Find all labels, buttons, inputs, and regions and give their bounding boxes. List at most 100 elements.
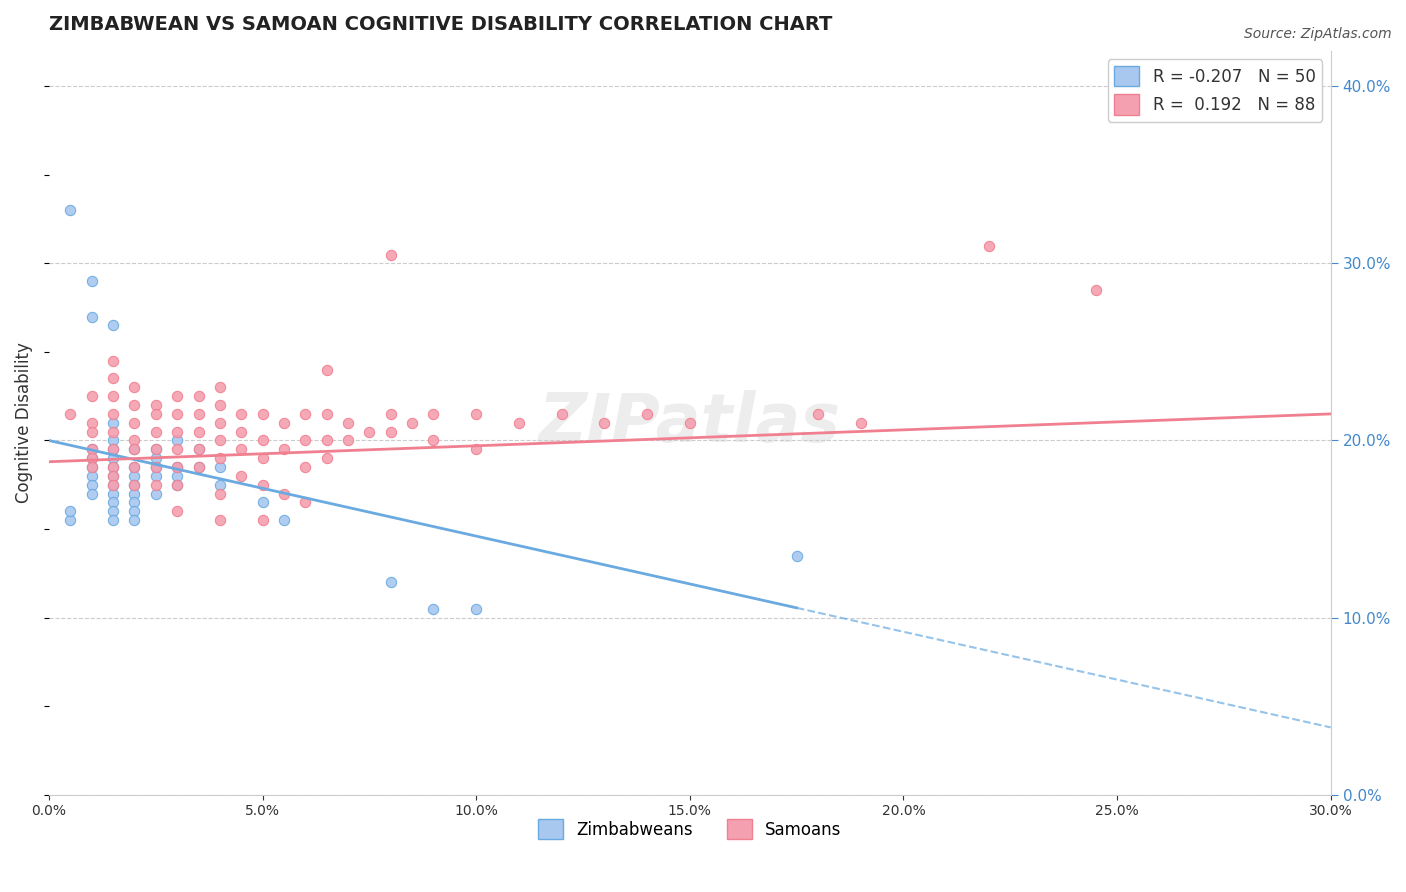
Point xyxy=(101,442,124,457)
Point xyxy=(166,407,188,421)
Point xyxy=(80,389,103,403)
Point xyxy=(101,434,124,448)
Point xyxy=(465,601,488,615)
Point xyxy=(636,407,658,421)
Point xyxy=(124,416,146,430)
Point xyxy=(380,425,402,439)
Point xyxy=(337,416,360,430)
Point xyxy=(101,425,124,439)
Point xyxy=(187,460,209,475)
Point xyxy=(273,416,295,430)
Point xyxy=(231,425,253,439)
Point xyxy=(187,442,209,457)
Point xyxy=(977,238,1000,252)
Point xyxy=(422,434,444,448)
Point xyxy=(101,495,124,509)
Point xyxy=(80,451,103,466)
Point xyxy=(231,442,253,457)
Point xyxy=(208,460,231,475)
Point xyxy=(80,442,103,457)
Point xyxy=(101,389,124,403)
Point xyxy=(101,513,124,527)
Point xyxy=(380,407,402,421)
Point xyxy=(145,442,167,457)
Point xyxy=(124,495,146,509)
Point xyxy=(315,434,337,448)
Point xyxy=(80,469,103,483)
Point xyxy=(124,460,146,475)
Point xyxy=(124,469,146,483)
Point xyxy=(145,407,167,421)
Point xyxy=(294,460,316,475)
Point xyxy=(80,274,103,288)
Point xyxy=(231,407,253,421)
Point xyxy=(807,407,830,421)
Text: ZIPatlas: ZIPatlas xyxy=(538,390,841,456)
Point xyxy=(80,310,103,324)
Point xyxy=(101,442,124,457)
Point xyxy=(59,203,82,218)
Point xyxy=(59,504,82,518)
Point xyxy=(80,460,103,475)
Point xyxy=(101,451,124,466)
Point xyxy=(80,442,103,457)
Point xyxy=(315,362,337,376)
Point xyxy=(231,469,253,483)
Point xyxy=(315,407,337,421)
Point xyxy=(187,442,209,457)
Point xyxy=(101,504,124,518)
Point xyxy=(101,486,124,500)
Point xyxy=(166,469,188,483)
Point xyxy=(380,575,402,590)
Point xyxy=(166,504,188,518)
Point xyxy=(465,407,488,421)
Point xyxy=(208,477,231,491)
Point xyxy=(101,460,124,475)
Point xyxy=(145,460,167,475)
Point xyxy=(145,460,167,475)
Point xyxy=(380,247,402,261)
Point xyxy=(101,407,124,421)
Point xyxy=(124,442,146,457)
Point xyxy=(145,425,167,439)
Point xyxy=(101,477,124,491)
Point xyxy=(252,495,274,509)
Point xyxy=(208,398,231,412)
Point xyxy=(208,434,231,448)
Point xyxy=(101,477,124,491)
Point xyxy=(124,398,146,412)
Point xyxy=(101,318,124,333)
Point xyxy=(145,469,167,483)
Point xyxy=(252,477,274,491)
Point xyxy=(422,407,444,421)
Point xyxy=(80,425,103,439)
Point xyxy=(294,407,316,421)
Point xyxy=(550,407,572,421)
Point xyxy=(145,442,167,457)
Point xyxy=(337,434,360,448)
Point xyxy=(124,477,146,491)
Point xyxy=(252,407,274,421)
Point xyxy=(166,477,188,491)
Point xyxy=(124,477,146,491)
Point xyxy=(273,513,295,527)
Point xyxy=(252,451,274,466)
Point xyxy=(145,451,167,466)
Point xyxy=(101,469,124,483)
Point xyxy=(187,460,209,475)
Point xyxy=(101,416,124,430)
Point xyxy=(187,389,209,403)
Point xyxy=(273,486,295,500)
Point xyxy=(124,434,146,448)
Point xyxy=(294,434,316,448)
Point xyxy=(208,513,231,527)
Point xyxy=(145,398,167,412)
Point xyxy=(187,425,209,439)
Point xyxy=(252,434,274,448)
Point xyxy=(124,513,146,527)
Point xyxy=(786,549,808,563)
Point xyxy=(273,442,295,457)
Point xyxy=(252,513,274,527)
Point xyxy=(208,380,231,394)
Point xyxy=(59,407,82,421)
